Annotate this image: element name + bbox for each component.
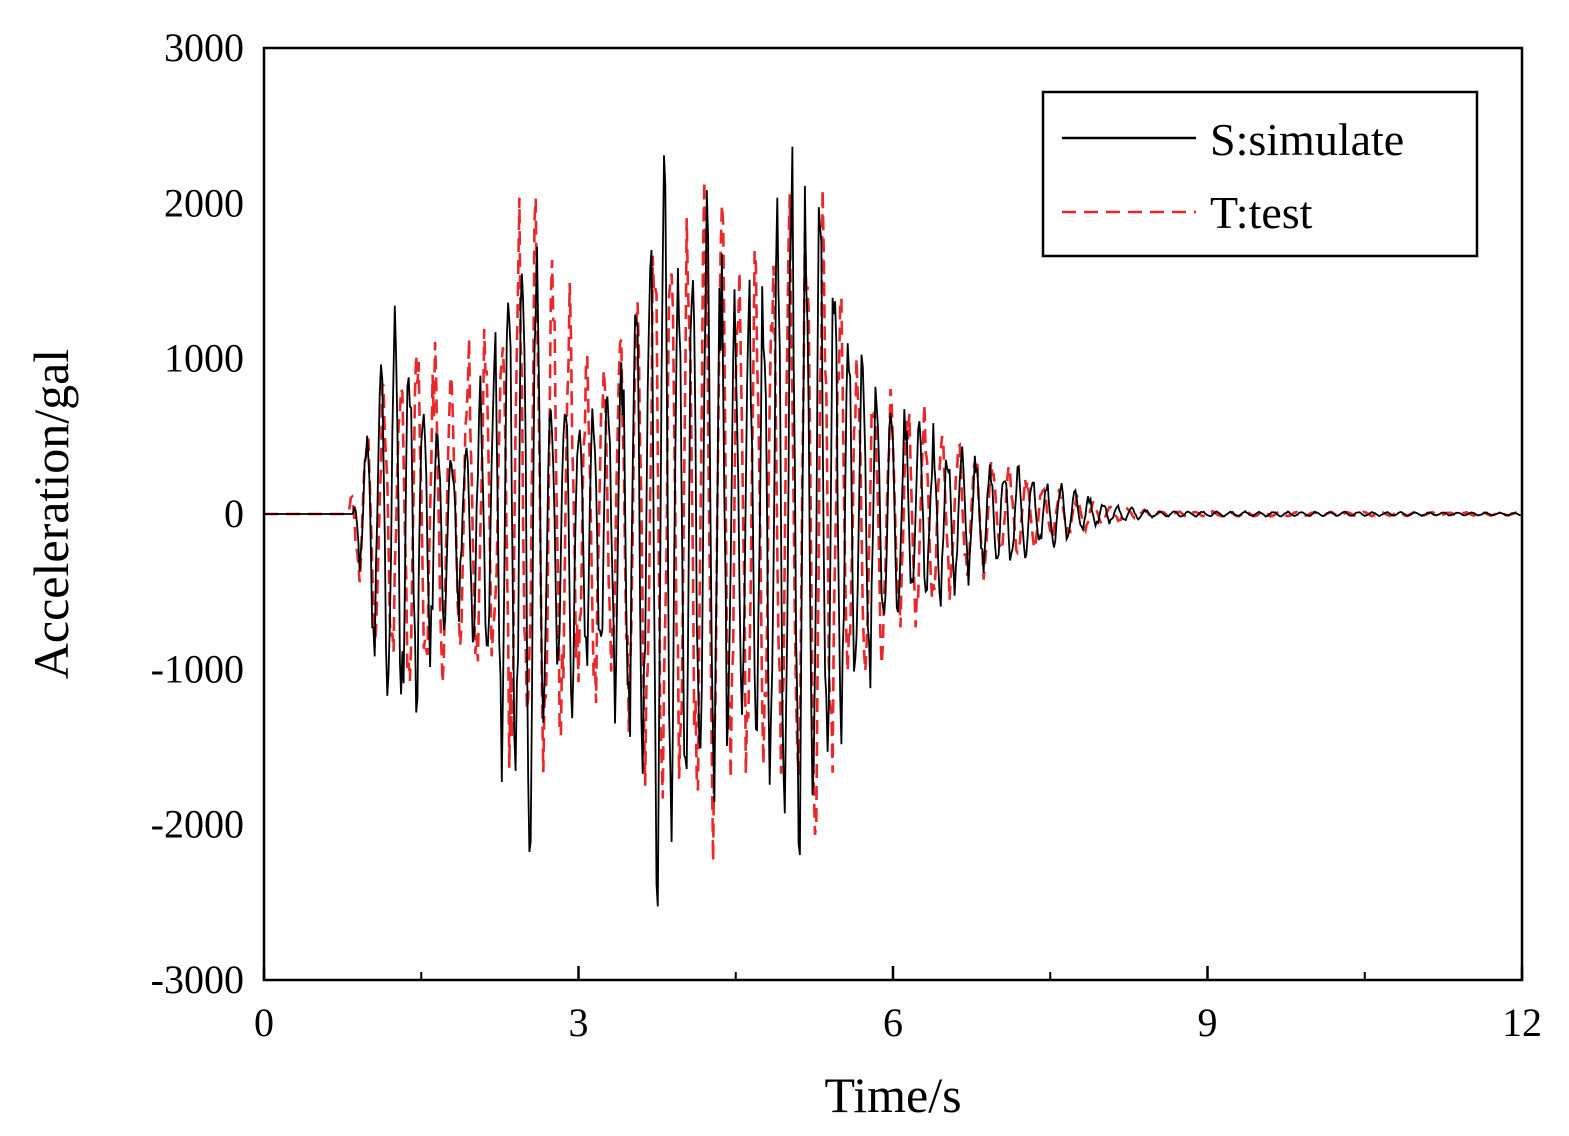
legend-label-simulate: S:simulate xyxy=(1210,114,1404,165)
y-tick-label: -1000 xyxy=(151,646,244,691)
legend: S:simulate T:test xyxy=(1041,90,1479,258)
x-tick-label: 6 xyxy=(883,1000,903,1045)
x-tick-label: 3 xyxy=(569,1000,589,1045)
y-tick-label: 2000 xyxy=(164,180,244,225)
y-axis-title: Acceleration/gal xyxy=(23,349,79,679)
series-line-test xyxy=(264,180,1522,861)
x-axis: 0 3 6 9 12 xyxy=(254,966,1542,1045)
series-line-simulate xyxy=(264,146,1521,907)
y-tick-label: 1000 xyxy=(164,336,244,381)
x-tick-label: 0 xyxy=(254,1000,274,1045)
y-axis: 3000 2000 1000 0 -1000 -2000 -3000 xyxy=(151,25,244,1002)
x-axis-title: Time/s xyxy=(824,1067,961,1123)
y-tick-label: -3000 xyxy=(151,957,244,1002)
x-tick-label: 12 xyxy=(1502,1000,1542,1045)
y-tick-label: 3000 xyxy=(164,25,244,70)
x-tick-label: 9 xyxy=(1198,1000,1218,1045)
y-tick-label: -2000 xyxy=(151,802,244,847)
legend-box xyxy=(1041,90,1479,258)
legend-label-test: T:test xyxy=(1210,187,1313,238)
y-tick-label: 0 xyxy=(224,491,244,536)
